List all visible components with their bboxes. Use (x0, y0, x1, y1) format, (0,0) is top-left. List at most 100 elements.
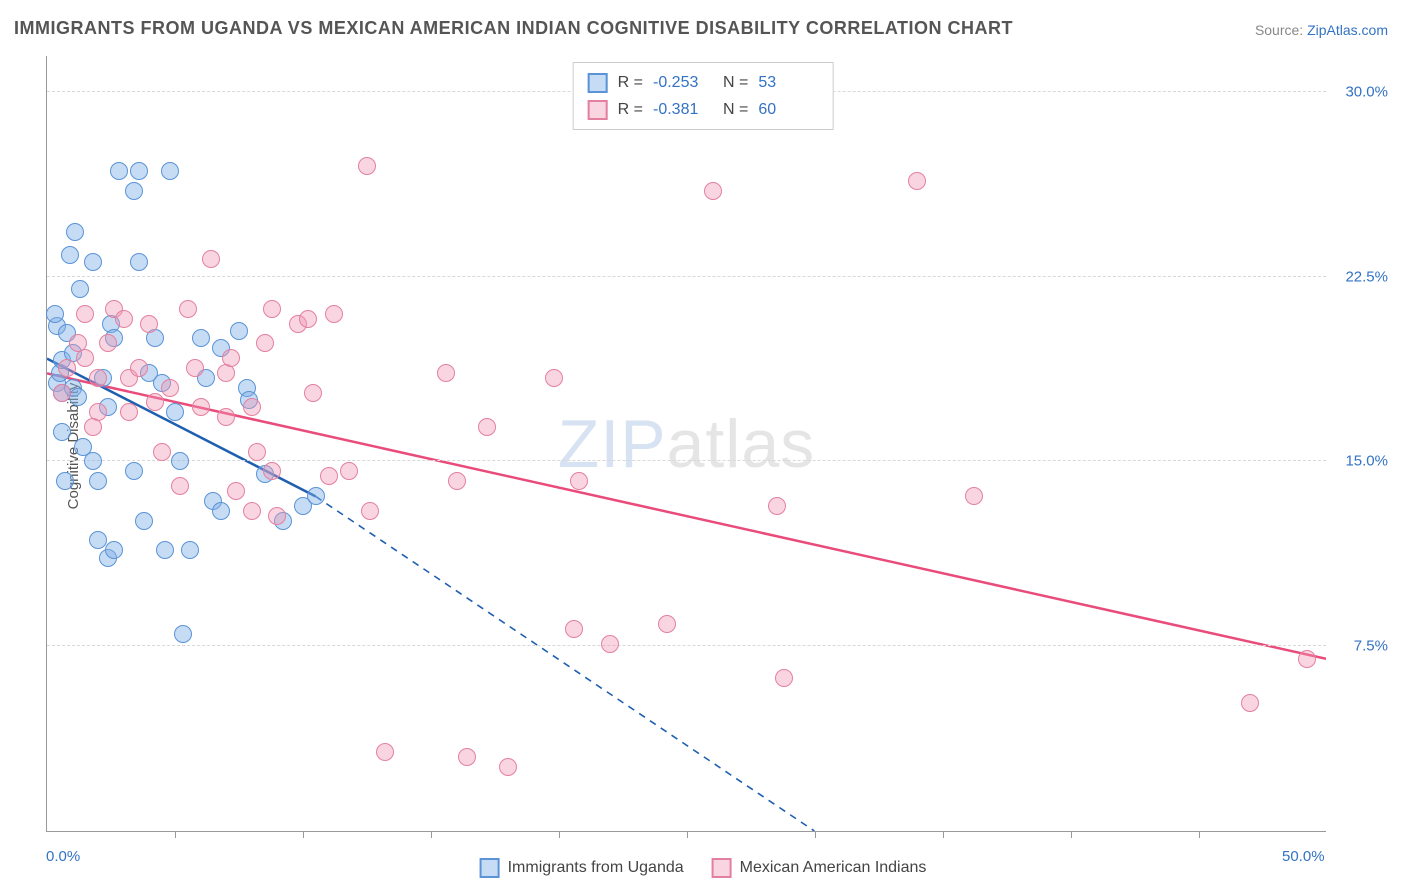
n-label: N = (723, 69, 748, 96)
scatter-point (146, 393, 164, 411)
scatter-point (84, 452, 102, 470)
y-tick-label: 30.0% (1345, 83, 1388, 100)
r-value-0: -0.253 (653, 69, 713, 96)
scatter-point (448, 472, 466, 490)
scatter-point (161, 162, 179, 180)
x-tick (431, 831, 432, 838)
legend-stats-row-1: R = -0.381 N = 60 (588, 96, 819, 123)
gridline-h (47, 645, 1326, 646)
x-tick (175, 831, 176, 838)
scatter-point (179, 300, 197, 318)
scatter-point (69, 388, 87, 406)
scatter-point (230, 322, 248, 340)
scatter-point (99, 334, 117, 352)
plot-area: ZIPatlas 7.5%15.0%22.5%30.0% (46, 56, 1326, 832)
legend-series: Immigrants from Uganda Mexican American … (480, 858, 927, 878)
trend-line-solid (47, 373, 1326, 658)
scatter-point (192, 329, 210, 347)
scatter-point (243, 398, 261, 416)
watermark: ZIPatlas (558, 405, 815, 483)
scatter-point (120, 403, 138, 421)
scatter-point (340, 462, 358, 480)
scatter-point (84, 418, 102, 436)
scatter-point (186, 359, 204, 377)
scatter-point (66, 223, 84, 241)
scatter-point (227, 482, 245, 500)
scatter-point (243, 502, 261, 520)
scatter-point (61, 246, 79, 264)
x-axis-max-label: 50.0% (1282, 848, 1325, 865)
scatter-point (268, 507, 286, 525)
y-tick-label: 22.5% (1345, 268, 1388, 285)
y-tick-label: 15.0% (1345, 453, 1388, 470)
scatter-point (768, 497, 786, 515)
source-attribution: Source: ZipAtlas.com (1255, 22, 1388, 38)
swatch-series-0 (480, 858, 500, 878)
scatter-point (53, 384, 71, 402)
scatter-point (458, 748, 476, 766)
scatter-point (89, 472, 107, 490)
scatter-point (53, 423, 71, 441)
chart-title: IMMIGRANTS FROM UGANDA VS MEXICAN AMERIC… (14, 18, 1013, 39)
scatter-point (908, 172, 926, 190)
scatter-point (202, 250, 220, 268)
scatter-point (965, 487, 983, 505)
scatter-point (125, 182, 143, 200)
scatter-point (89, 369, 107, 387)
scatter-point (263, 300, 281, 318)
gridline-h (47, 460, 1326, 461)
scatter-point (320, 467, 338, 485)
scatter-point (217, 408, 235, 426)
scatter-point (299, 310, 317, 328)
scatter-point (84, 253, 102, 271)
scatter-point (56, 472, 74, 490)
x-axis-min-label: 0.0% (46, 848, 80, 865)
scatter-point (76, 305, 94, 323)
x-tick (1199, 831, 1200, 838)
scatter-point (130, 162, 148, 180)
source-link[interactable]: ZipAtlas.com (1307, 22, 1388, 38)
scatter-point (222, 349, 240, 367)
scatter-point (76, 349, 94, 367)
scatter-point (499, 758, 517, 776)
x-tick (303, 831, 304, 838)
scatter-point (115, 310, 133, 328)
source-prefix: Source: (1255, 22, 1307, 38)
r-label: R = (618, 69, 643, 96)
scatter-point (46, 305, 64, 323)
x-tick (687, 831, 688, 838)
r-value-1: -0.381 (653, 96, 713, 123)
scatter-point (437, 364, 455, 382)
swatch-series-1 (712, 858, 732, 878)
scatter-point (161, 379, 179, 397)
gridline-h (47, 276, 1326, 277)
scatter-point (174, 625, 192, 643)
scatter-point (125, 462, 143, 480)
scatter-point (89, 531, 107, 549)
y-tick-label: 7.5% (1354, 638, 1388, 655)
scatter-point (130, 359, 148, 377)
scatter-point (192, 398, 210, 416)
scatter-point (130, 253, 148, 271)
correlation-chart: IMMIGRANTS FROM UGANDA VS MEXICAN AMERIC… (0, 0, 1406, 892)
trend-lines-svg (47, 56, 1326, 831)
scatter-point (775, 669, 793, 687)
n-value-1: 60 (758, 96, 818, 123)
scatter-point (153, 443, 171, 461)
scatter-point (307, 487, 325, 505)
legend-stats-row-0: R = -0.253 N = 53 (588, 69, 819, 96)
x-tick (943, 831, 944, 838)
scatter-point (58, 359, 76, 377)
scatter-point (478, 418, 496, 436)
series-name-0: Immigrants from Uganda (508, 859, 684, 877)
legend-item-1: Mexican American Indians (712, 858, 927, 878)
scatter-point (376, 743, 394, 761)
scatter-point (263, 462, 281, 480)
scatter-point (71, 280, 89, 298)
watermark-atlas: atlas (667, 406, 816, 482)
swatch-series-0 (588, 73, 608, 93)
trend-line-dashed (316, 496, 815, 831)
scatter-point (704, 182, 722, 200)
scatter-point (1241, 694, 1259, 712)
scatter-point (140, 315, 158, 333)
